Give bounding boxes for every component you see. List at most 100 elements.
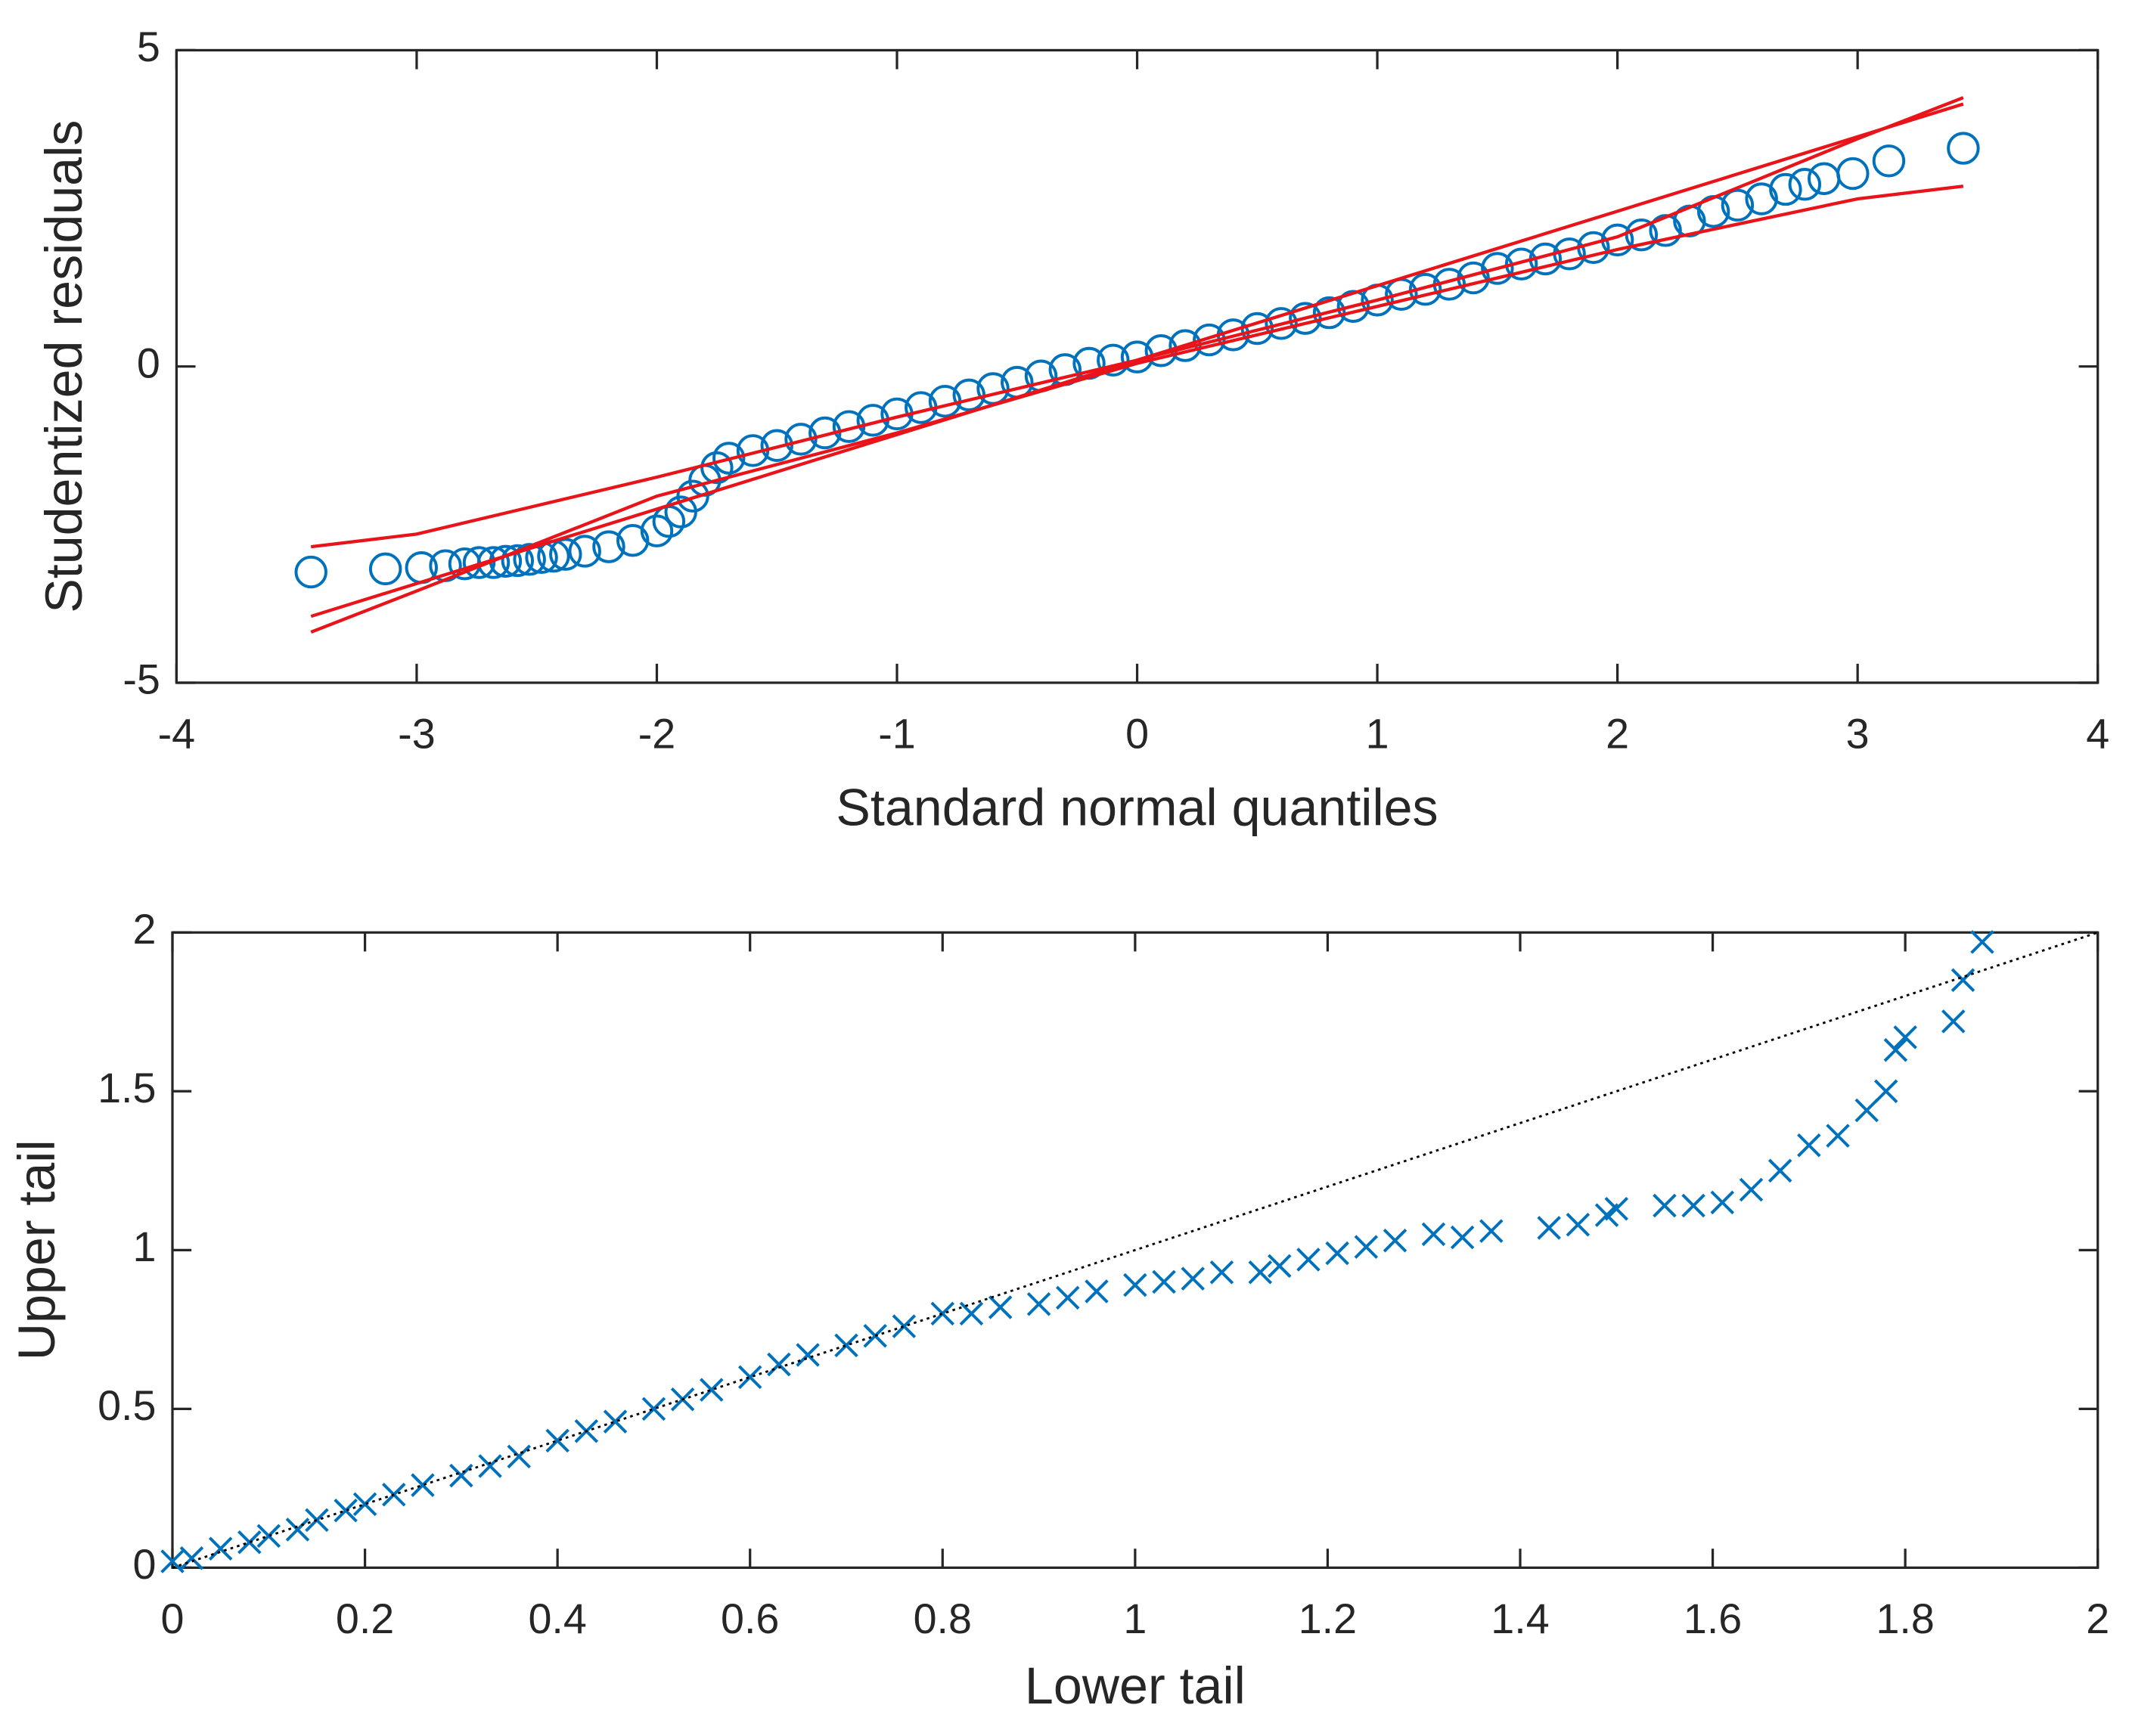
point [1209,1260,1234,1285]
point [892,1314,917,1338]
point [959,1301,984,1326]
x-tick-label: -2 [638,710,675,757]
point [930,1301,955,1326]
x-tick-label: 1 [1123,1595,1147,1642]
point [1421,1222,1446,1247]
y-tick-label: 5 [137,23,160,70]
point [411,1473,435,1497]
point [1836,157,1870,191]
point [700,451,734,485]
point [368,552,402,586]
point [1788,168,1822,201]
point [1450,1225,1475,1250]
point [1769,172,1802,206]
point [1354,1235,1379,1259]
x-tick-label: 1.6 [1684,1595,1742,1642]
point [285,1517,310,1542]
point [603,1409,628,1434]
point [1873,1079,1898,1104]
y-tick-label: 1 [133,1223,157,1270]
point [1296,1248,1321,1272]
y-tick-label: -5 [123,656,160,703]
x-tick-label: 2 [1606,710,1629,757]
point [1721,188,1755,222]
point [1872,144,1906,178]
y-tick-label: 2 [133,906,157,953]
point [1767,1158,1792,1183]
x-tick-label: 0.2 [336,1595,394,1642]
point [1951,968,1975,993]
reference-line [310,184,1964,634]
point [1268,1254,1292,1279]
point [513,543,546,576]
x-tick-label: 4 [2086,710,2109,757]
point [1097,343,1130,377]
point [988,1295,1013,1319]
y-tick-label: 0.5 [98,1382,156,1429]
x-tick-label: 3 [1846,710,1870,757]
point [1681,1193,1705,1218]
point [462,546,496,579]
point [1941,1009,1966,1034]
point [237,1530,262,1555]
point [1479,1219,1504,1243]
x-tick-label: 0 [1125,710,1149,757]
reference-line [172,931,2099,1569]
point [507,1444,531,1469]
point [1739,1177,1764,1202]
x-axis-label: Standard normal quantiles [836,780,1438,837]
point [1383,1228,1407,1253]
point [1248,1260,1273,1285]
point [1481,252,1514,285]
point [1947,132,1980,165]
point [1653,1193,1677,1218]
point [478,1454,502,1478]
point [1710,1190,1735,1215]
point [568,535,601,568]
y-tick-label: 1.5 [98,1065,156,1111]
point [1325,1241,1349,1266]
point [1152,1269,1176,1294]
point [1181,1266,1205,1291]
point [549,538,582,571]
point [796,1343,820,1367]
y-axis-label: Studentized residuals [36,120,93,613]
point [1970,930,1994,954]
point [352,1492,377,1517]
point [767,1352,791,1377]
x-axis-label: Lower tail [1025,1657,1246,1715]
point [1085,1279,1109,1304]
point [712,442,746,475]
point [1893,1025,1917,1049]
x-tick-label: 1 [1366,710,1389,757]
y-tick-label: 0 [133,1541,157,1588]
point [1625,218,1659,252]
point [1123,1273,1147,1297]
x-tick-label: -1 [878,710,915,757]
point [737,1365,762,1390]
plot-area [175,48,2100,684]
point [449,1463,473,1488]
point [256,1524,281,1548]
point [179,1546,204,1570]
point [160,1549,185,1573]
point [616,524,650,557]
x-tick-label: 1.8 [1876,1595,1934,1642]
point [1265,307,1298,340]
point [1604,1196,1629,1221]
point [1883,1037,1908,1062]
point [1537,1216,1561,1240]
x-tick-label: 0.4 [528,1595,586,1642]
point [1055,1285,1080,1310]
point [1566,1212,1591,1237]
point [641,1397,666,1421]
point [700,1378,724,1402]
x-tick-label: 1.4 [1491,1595,1549,1642]
x-tick-label: 0.8 [914,1595,972,1642]
point [1745,182,1778,215]
point [592,530,625,563]
x-tick-label: -4 [158,710,195,757]
y-tick-label: 0 [137,339,160,386]
x-tick-label: 0 [161,1595,185,1642]
